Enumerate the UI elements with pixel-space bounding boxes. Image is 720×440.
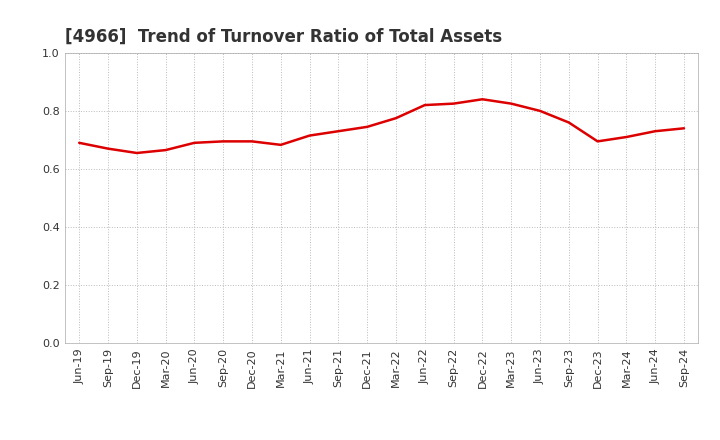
Text: [4966]  Trend of Turnover Ratio of Total Assets: [4966] Trend of Turnover Ratio of Total … [65, 28, 502, 46]
